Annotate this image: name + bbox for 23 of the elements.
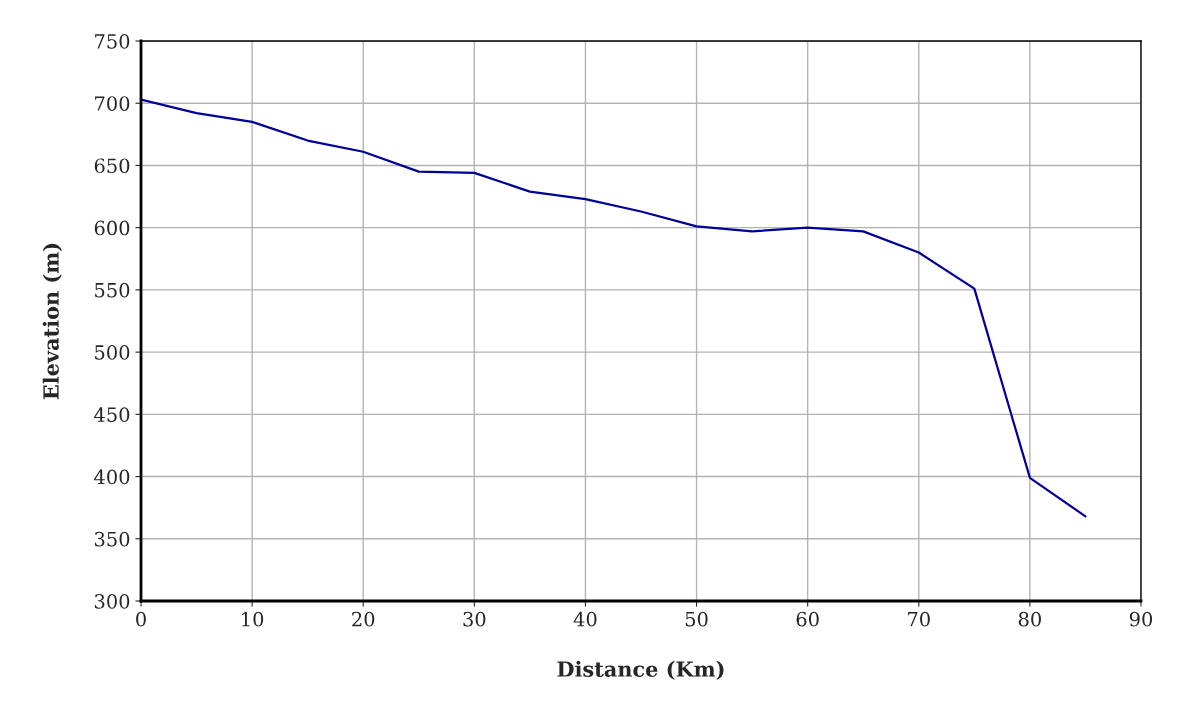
y-tick-label: 400 [94, 469, 130, 485]
x-tick-label: 10 [242, 611, 264, 627]
x-tick-label: 50 [685, 611, 708, 627]
y-axis-title: Elevation (m) [42, 243, 62, 400]
line-series [141, 98, 1087, 518]
x-tick-label: 0 [136, 611, 146, 627]
x-tick-label: 70 [908, 611, 930, 627]
y-tick-label: 750 [95, 33, 130, 49]
x-tick-label: 60 [796, 611, 819, 627]
x-tick-label: 90 [1129, 611, 1153, 627]
y-tick-label: 550 [95, 282, 130, 298]
x-tick-label: 20 [352, 611, 375, 627]
y-tick-label: 700 [95, 96, 130, 111]
x-axis-title: Distance (Km) [557, 660, 724, 680]
y-tick-label: 600 [94, 220, 130, 236]
y-tick-label: 350 [94, 531, 130, 547]
y-tick-label: 450 [94, 407, 130, 422]
y-tick-label: 300 [94, 593, 130, 609]
x-tick-label: 40 [573, 611, 597, 627]
x-tick-label: 30 [463, 611, 486, 627]
y-tick-label: 500 [95, 345, 130, 360]
y-tick-label: 650 [94, 158, 130, 174]
x-tick-label: 80 [1018, 611, 1041, 627]
